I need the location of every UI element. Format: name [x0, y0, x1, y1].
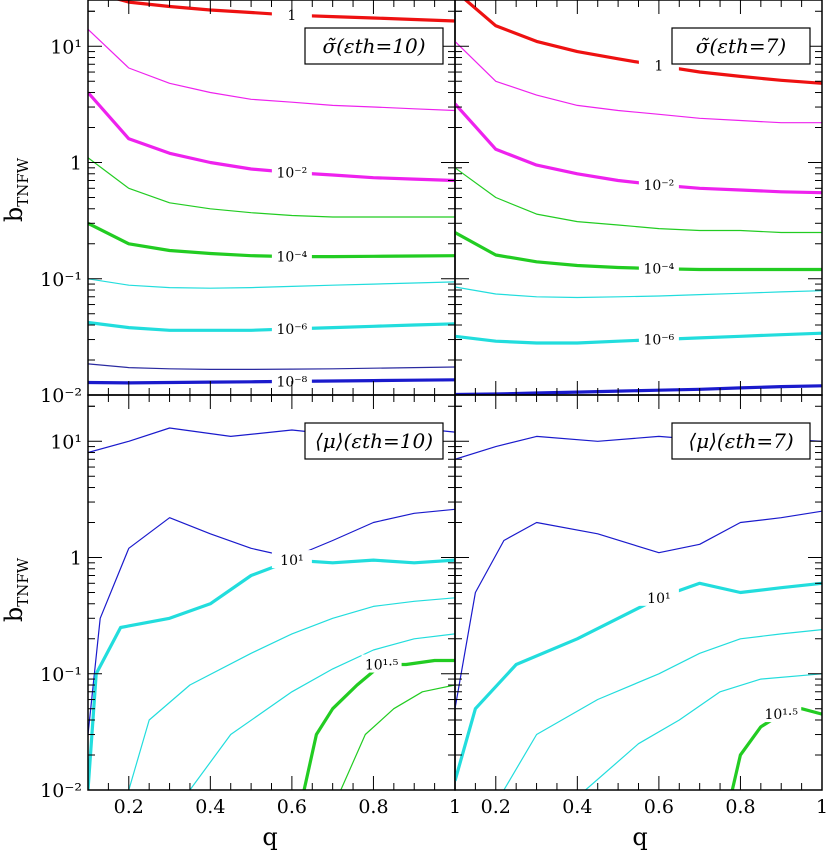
contour-label-bg: [761, 704, 802, 723]
contour-line-5: [302, 658, 455, 790]
contour-line-3: [455, 231, 822, 272]
contour-label-bg: [271, 246, 312, 265]
contour-line-7: [463, 0, 822, 85]
legend-box: ⟨μ⟩(εth=10): [304, 422, 444, 460]
contour-line-0: [88, 378, 455, 385]
legend-label: ⟨μ⟩(εth=7): [688, 429, 793, 453]
x-axis-title-right: q: [632, 823, 647, 851]
contour-label-bg: [638, 55, 679, 74]
legend-frame: [304, 422, 444, 460]
x-tick-label: 0.8: [725, 796, 755, 818]
contour-label-bg: [361, 654, 402, 673]
y-tick-label: 10⁻²: [40, 780, 82, 802]
contour-line-1: [455, 331, 822, 345]
x-tick-label: 0.6: [644, 796, 674, 818]
x-tick-label: 0.6: [277, 796, 307, 818]
contour-line-1: [88, 508, 455, 735]
contour-line-4: [88, 221, 455, 259]
contour-label: 10¹·⁵: [764, 707, 798, 723]
contour-group: 10⁻⁸10⁻⁶10⁻⁴10⁻²1: [88, 0, 455, 390]
legend-box: σ̃(εth=7): [671, 27, 811, 65]
y-tick-label: 10⁻¹: [40, 269, 82, 291]
x-tick-label: 0.8: [358, 796, 388, 818]
contour-label-bg: [638, 329, 679, 348]
contour-label-bg: [271, 371, 312, 390]
y-axis-title-bottom: bTNFW: [0, 557, 32, 622]
legend-label: σ̃(εth=10): [322, 34, 425, 58]
panel-top-right: 10⁻⁶ 10⁻⁴ 10⁻² 1 σ̃(εth=7): [454, 0, 823, 396]
contour-label-bg: [638, 175, 679, 194]
contour-label: 10¹: [280, 553, 303, 569]
contour-line-1: [88, 363, 455, 370]
contour-group: 10¹ 10¹·⁵: [455, 435, 822, 790]
contour-label: 1: [287, 8, 296, 24]
contour-line-5: [88, 157, 455, 218]
contour-line-2: [88, 558, 455, 790]
contour-line-4: [585, 673, 822, 790]
x-axis-title-left: q: [262, 823, 277, 851]
contour-line-4: [189, 633, 455, 790]
contour-label: 10⁻⁶: [643, 333, 674, 349]
legend-label: σ̃(εth=7): [696, 34, 786, 58]
contour-label: 10⁻⁴: [643, 262, 674, 278]
contour-line-5: [455, 102, 822, 195]
contour-line-2: [455, 581, 822, 782]
contour-line-3: [503, 629, 822, 790]
y-tick-label: 10⁻¹: [40, 664, 82, 686]
legend-frame: [304, 27, 444, 65]
contour-line-2: [88, 320, 455, 332]
x-tick-label: 1: [816, 796, 828, 818]
contour-line-3: [88, 278, 455, 289]
y-tick-label: 10⁻²: [40, 385, 82, 407]
contour-label: 1: [654, 59, 663, 75]
contour-line-6: [88, 91, 455, 183]
contour-label: 10⁻⁶: [276, 322, 307, 338]
contour-label: 10⁻²: [643, 178, 674, 194]
y-axis-title-top: bTNFW: [0, 157, 32, 222]
contour-group: 10¹ 10¹·⁵: [88, 427, 455, 790]
contour-label-bg: [271, 318, 312, 337]
contour-line-4: [455, 167, 822, 234]
contour-label: 10¹·⁵: [365, 658, 399, 674]
contour-line-1: [455, 510, 822, 709]
contour-label-bg: [271, 162, 312, 181]
panel-bottom-left: 10¹ 10¹·⁵ 10⁻² 10⁻¹ 1 10¹ 0.2 0.4 0.6 0.8 1 ⟨μ⟩(εth…: [40, 394, 461, 818]
x-tick-label: 0.4: [562, 796, 592, 818]
y-tick-label: 1: [70, 153, 82, 175]
x-tick-label: 0.4: [195, 796, 225, 818]
legend-frame: [671, 422, 811, 460]
y-tick-label: 1: [70, 548, 82, 570]
x-tick-label: 0.2: [114, 796, 144, 818]
legend-box: σ̃(εth=10): [304, 27, 444, 65]
contour-label: 10⁻²: [276, 166, 307, 182]
legend-box: ⟨μ⟩(εth=7): [671, 422, 811, 460]
contour-label: 10¹: [647, 591, 670, 607]
x-tick-label: 0.2: [481, 796, 511, 818]
contour-label-bg: [271, 5, 312, 24]
contour-line-3: [128, 597, 455, 790]
legend-label: ⟨μ⟩(εth=10): [315, 429, 433, 453]
contour-label-bg: [271, 550, 312, 569]
panel-bottom-right: 10¹ 10¹·⁵ 0.2 0.4 0.6 0.8 1 ⟨μ⟩(εth=7): [454, 394, 828, 818]
contour-line-7: [88, 28, 455, 112]
contour-label-bg: [638, 258, 679, 277]
contour-label-bg: [638, 587, 679, 606]
legend-frame: [671, 27, 811, 65]
contour-label: 10⁻⁴: [276, 250, 307, 266]
contour-line-6: [455, 40, 822, 124]
x-tick-label: 1: [449, 796, 461, 818]
y-tick-label: 10¹: [50, 431, 82, 453]
contour-line-2: [455, 286, 822, 299]
y-tick-label: 10¹: [50, 36, 82, 58]
contour-line-6: [340, 684, 455, 790]
